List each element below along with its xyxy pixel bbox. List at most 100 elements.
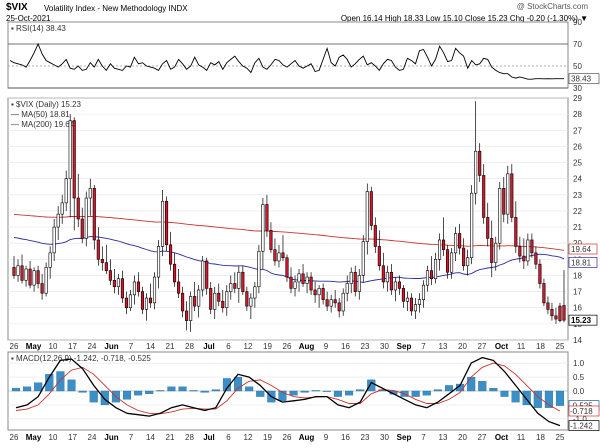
macd-histogram-bar [322, 390, 331, 392]
candle-body [277, 252, 281, 262]
macd-histogram-bar [422, 390, 431, 396]
macd-x-tick-label: 18 [536, 433, 545, 442]
candle-body [120, 278, 124, 299]
price-last-value-box [568, 243, 598, 255]
price-x-tick-label: 26 [10, 342, 19, 351]
macd-histogram-bar [67, 379, 76, 392]
candle-body [245, 291, 249, 307]
candle-body [193, 296, 197, 307]
candle-body [474, 150, 478, 194]
macd-tick-label: 0.0 [573, 387, 585, 396]
candle-body [486, 217, 490, 239]
candle-body [124, 297, 128, 309]
candle-body [253, 286, 257, 299]
candle-body [494, 242, 498, 263]
price-legend: ▪ $VIX (Daily) 15.23 [11, 100, 82, 109]
candle-body [478, 150, 482, 176]
candle-body [437, 239, 442, 260]
macd-x-tick-label: 28 [185, 433, 194, 442]
candle-body [413, 304, 418, 312]
price-x-tick-label: Jun [104, 342, 118, 351]
candle-body [285, 257, 289, 278]
candle-body [12, 267, 16, 276]
macd-histogram-bar [189, 390, 198, 392]
macd-tick-label: 0.5 [573, 373, 585, 382]
candle-body [526, 239, 530, 262]
price-x-tick-label: 20 [458, 342, 467, 351]
macd-x-tick-label: 12 [244, 433, 253, 442]
price-x-tick-label: 7 [129, 342, 134, 351]
candle-body [369, 191, 373, 226]
macd-x-tick-label: May [26, 433, 42, 442]
candle-body [40, 283, 44, 294]
candle-body [433, 259, 438, 279]
macd-histogram-bar [345, 390, 354, 396]
price-x-tick-label: 14 [146, 342, 155, 351]
candle-body [425, 270, 430, 286]
price-x-tick-label: 27 [478, 342, 487, 351]
candle-body [265, 204, 269, 231]
price-tick-label: 22 [573, 207, 582, 216]
macd-x-tick-label: 9 [324, 433, 329, 442]
candle-body [136, 281, 141, 292]
candle-body [128, 294, 132, 309]
rsi-panel [7, 21, 569, 89]
candle-body [562, 305, 566, 321]
macd-histogram-bar [211, 389, 220, 392]
candle-body [169, 244, 173, 265]
price-last-value: 18.81 [571, 258, 592, 267]
candle-body [181, 292, 185, 312]
candle-body [165, 200, 169, 246]
price-tick-label: 17 [573, 288, 582, 297]
macd-histogram-bar [134, 390, 143, 396]
candle-body [76, 197, 80, 220]
price-x-tick-label: 17 [68, 342, 77, 351]
candle-body [177, 281, 181, 294]
macd-histogram-bar [411, 390, 420, 397]
macd-x-tick-label: 13 [439, 433, 448, 442]
macd-histogram-bar [122, 390, 132, 400]
candle-body [397, 281, 401, 289]
candle-body [309, 276, 313, 291]
macd-histogram-bar [544, 390, 553, 408]
candle-body [289, 276, 293, 289]
candle-body [305, 276, 309, 284]
macd-histogram-bar [78, 390, 87, 393]
macd-x-tick-label: 6 [226, 433, 231, 442]
rsi-last-value-box [568, 73, 600, 85]
candle-body [152, 276, 157, 304]
rsi-tick-label: 90 [573, 18, 582, 27]
watermark: @ StockCharts.com [516, 2, 588, 11]
candle-body [233, 283, 237, 289]
candle-body [36, 270, 40, 284]
candle-body [80, 218, 84, 239]
macd-x-tick-label: 7 [129, 433, 134, 442]
macd-x-tick-label: 14 [146, 433, 155, 442]
ma50-line [13, 236, 565, 283]
candle-body [373, 225, 377, 247]
candle-body [60, 202, 64, 215]
macd-histogram-bar [300, 390, 309, 393]
candle-body [297, 273, 301, 283]
macd-x-tick-label: 21 [166, 433, 175, 442]
candle-body [140, 291, 145, 310]
candle-body [482, 175, 486, 218]
price-last-value-box [568, 257, 598, 268]
price-x-tick-label: Sep [397, 342, 412, 351]
price-tick-label: 24 [573, 175, 582, 184]
macd-last-value: -1.242 [570, 422, 593, 431]
candle-body [112, 280, 116, 288]
candle-body [558, 305, 562, 321]
candle-body [64, 178, 68, 204]
macd-histogram-bar [511, 390, 520, 403]
rsi-tick-label: 30 [573, 84, 582, 93]
price-x-tick-label: 24 [88, 342, 97, 351]
price-tick-label: 27 [573, 126, 582, 135]
candle-body [229, 283, 233, 292]
macd-histogram-bar [467, 376, 476, 392]
candle-body [466, 257, 470, 267]
candle-body [317, 288, 321, 296]
candle-body [185, 310, 189, 321]
macd-histogram-bar [34, 382, 43, 392]
macd-histogram-bar [500, 390, 509, 397]
